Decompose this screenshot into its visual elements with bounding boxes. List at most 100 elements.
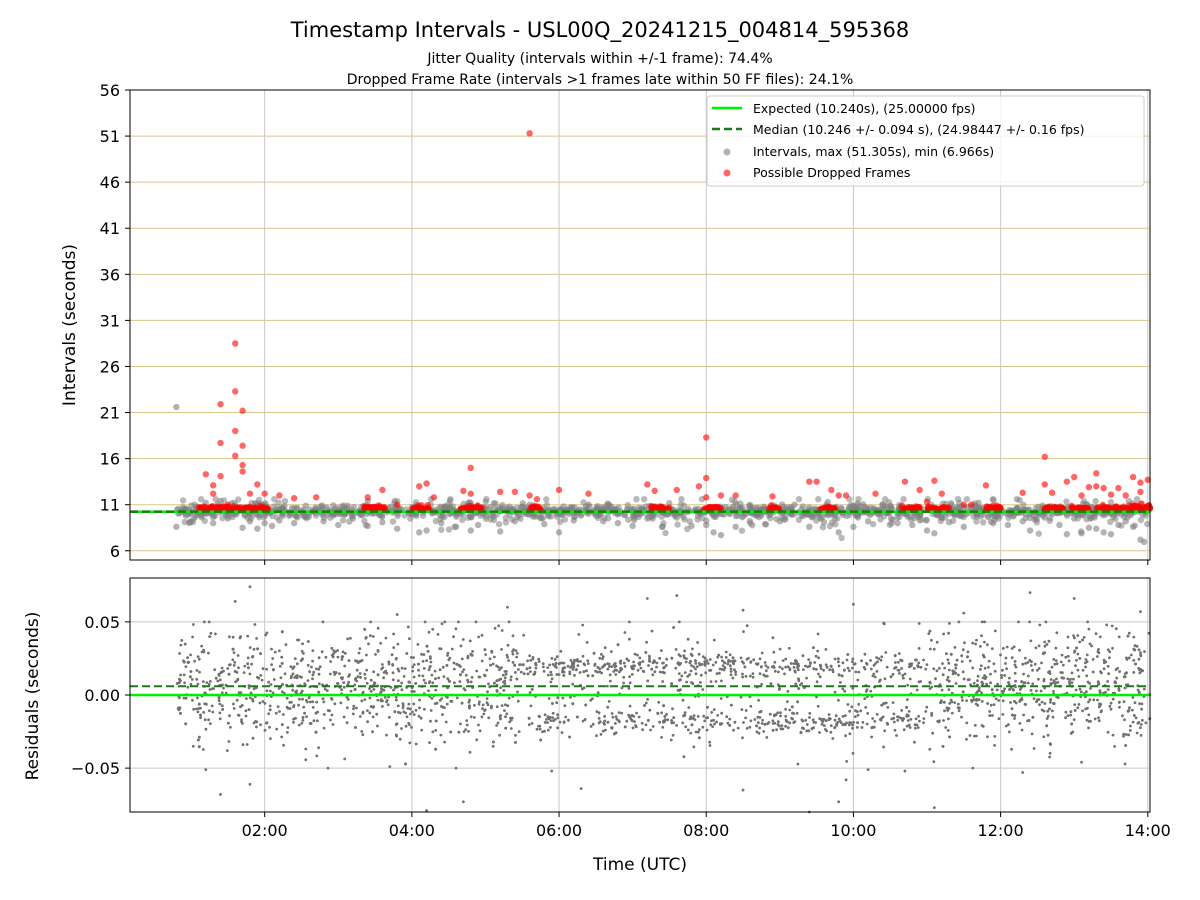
residual-point — [1099, 710, 1103, 714]
residual-point — [706, 705, 709, 709]
residual-point — [714, 661, 718, 664]
residual-point — [235, 698, 239, 702]
residual-point — [346, 637, 349, 641]
residual-point — [1033, 662, 1037, 666]
residual-point — [675, 724, 678, 727]
residual-point — [831, 737, 835, 740]
residual-point — [1007, 681, 1010, 684]
residual-point — [242, 671, 246, 674]
interval-point — [350, 503, 358, 511]
residual-point — [555, 673, 559, 676]
residual-point — [883, 729, 887, 733]
residual-point — [304, 758, 308, 762]
residual-point — [845, 658, 849, 662]
residual-point — [202, 648, 206, 652]
dropped-point-17 — [261, 490, 268, 497]
residual-point — [408, 723, 411, 727]
residual-point — [247, 708, 251, 711]
interval-point-34 — [585, 501, 592, 508]
residual-point — [863, 697, 867, 700]
residual-point — [1136, 688, 1140, 692]
dropped-point-61 — [1019, 489, 1026, 496]
interval-point-55 — [879, 501, 887, 508]
residual-point — [527, 723, 531, 727]
residual-point — [300, 721, 304, 725]
residual-point — [794, 659, 798, 663]
residual-outlier-14 — [248, 782, 252, 786]
interval-point — [846, 503, 853, 511]
residual-point — [796, 668, 800, 672]
residual-point — [706, 716, 709, 720]
residual-point — [483, 648, 487, 651]
residual-point — [941, 745, 945, 748]
residual-point — [551, 711, 555, 715]
residual-point — [420, 728, 424, 732]
residual-point — [851, 726, 854, 730]
dropped-point-10 — [232, 452, 239, 460]
interval-point-13 — [276, 517, 283, 524]
residual-point — [1110, 624, 1114, 628]
residual-point — [653, 670, 657, 674]
residual-point — [948, 735, 951, 739]
residual-point — [529, 670, 532, 673]
residual-point — [576, 658, 579, 661]
residual-point — [935, 669, 939, 673]
residual-point — [996, 682, 999, 686]
dropped-point-2 — [209, 482, 217, 489]
residual-point — [655, 661, 659, 665]
residual-point — [515, 651, 519, 655]
residual-point — [732, 659, 736, 663]
residual-point — [489, 663, 492, 667]
residual-point — [427, 668, 431, 672]
residual-point — [179, 712, 182, 715]
residual-point — [190, 678, 194, 681]
dropped-point-23 — [393, 501, 401, 508]
residual-point — [672, 716, 676, 719]
dropped-point-5 — [217, 472, 224, 480]
residuals-ytick-label-2: 0.05 — [84, 613, 120, 632]
residual-point — [1084, 658, 1088, 661]
residual-point — [184, 696, 188, 700]
interval-point — [855, 496, 862, 503]
residual-point — [469, 715, 473, 719]
residual-point — [195, 669, 199, 672]
residual-point — [1051, 709, 1054, 713]
residual-point — [902, 728, 906, 732]
residual-point — [322, 713, 326, 716]
residual-point — [1032, 747, 1036, 750]
residual-point — [259, 723, 262, 727]
residual-point — [789, 662, 793, 665]
residual-point — [270, 663, 273, 666]
residual-point — [509, 675, 513, 679]
residual-point — [610, 712, 614, 715]
residual-point — [557, 673, 561, 676]
residual-point — [371, 635, 375, 638]
residual-point — [1056, 696, 1060, 699]
residual-point — [1111, 733, 1115, 737]
residual-point — [620, 711, 624, 715]
interval-point — [633, 496, 640, 503]
residual-point — [829, 665, 833, 668]
residual-outlier-17 — [454, 766, 458, 770]
residual-point — [918, 719, 921, 723]
residual-point — [265, 721, 269, 725]
residual-point — [932, 647, 936, 651]
dropped-cluster-point — [915, 504, 923, 511]
residual-point — [233, 661, 237, 664]
residual-point — [731, 656, 735, 660]
residual-point — [306, 679, 310, 682]
residual-point — [732, 728, 735, 732]
residual-point — [1085, 653, 1089, 657]
residual-point — [606, 684, 609, 688]
residual-point — [661, 725, 665, 729]
residual-point — [843, 668, 846, 672]
residual-point — [500, 648, 503, 651]
residual-point — [795, 711, 799, 715]
residual-outlier-16 — [425, 809, 428, 812]
residual-point — [713, 722, 716, 726]
residual-point — [374, 653, 377, 656]
dropped-point-69 — [1093, 470, 1100, 477]
interval-point-35 — [600, 518, 607, 525]
residual-point — [810, 727, 814, 731]
